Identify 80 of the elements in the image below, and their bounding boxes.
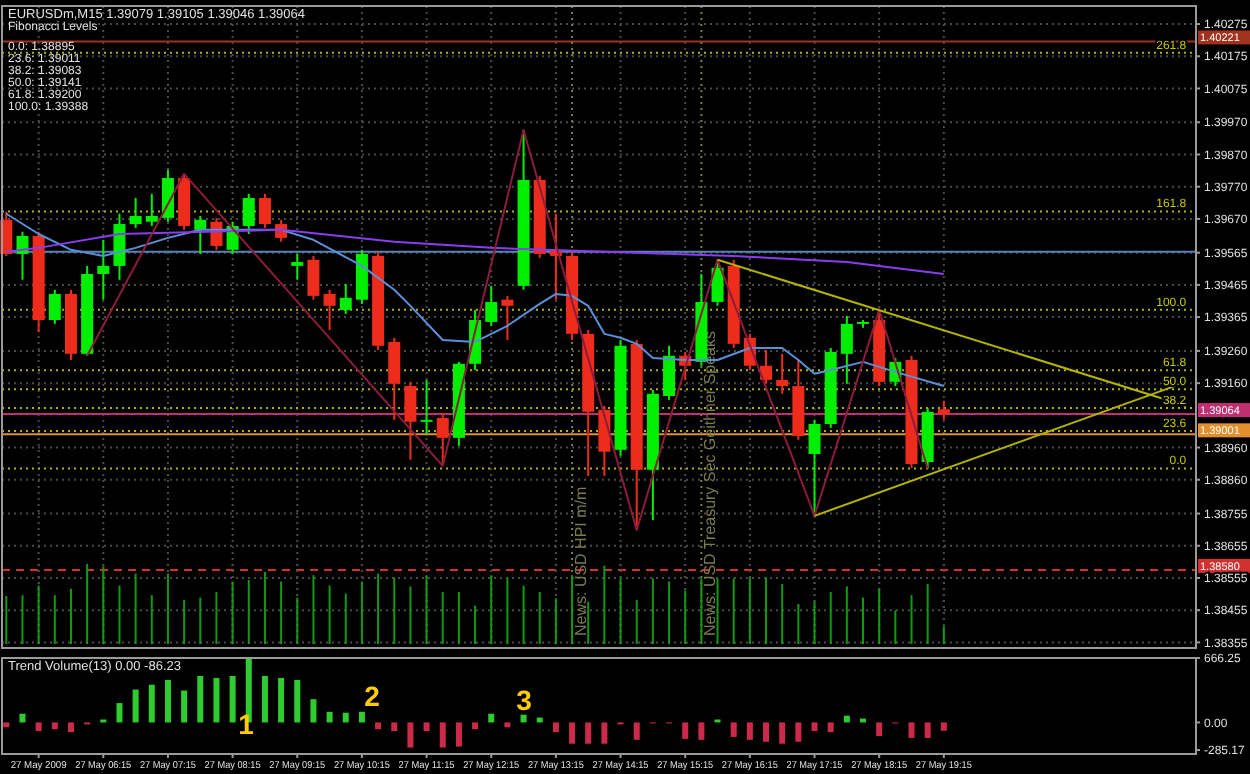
bar (132, 689, 139, 723)
candlestick (840, 314, 853, 385)
bar (455, 722, 462, 747)
candlestick (194, 214, 207, 255)
bar (472, 722, 479, 730)
bar (3, 722, 10, 728)
candlestick (598, 405, 611, 477)
bar (229, 676, 236, 723)
bar (585, 722, 592, 744)
bar (698, 722, 705, 740)
candlestick (388, 336, 401, 421)
bar (19, 713, 26, 723)
candlestick (808, 418, 821, 517)
bar (439, 722, 446, 748)
bar (181, 690, 188, 723)
candlestick (145, 192, 158, 227)
bar (375, 722, 382, 730)
bar (730, 722, 737, 737)
bar (552, 722, 559, 733)
annotation: 2 (364, 679, 381, 712)
bar (261, 676, 268, 723)
candlestick (355, 248, 368, 305)
candlestick (776, 352, 789, 395)
bar (876, 722, 883, 736)
candlestick (258, 192, 271, 229)
bar (682, 722, 689, 739)
bar (795, 722, 802, 742)
bar (940, 722, 947, 731)
candlestick (339, 282, 352, 315)
bar (213, 677, 220, 723)
bar (601, 722, 608, 744)
candlestick (323, 288, 336, 331)
bar (148, 684, 155, 723)
bar (326, 711, 333, 723)
bar (35, 722, 42, 732)
candlestick (129, 196, 142, 229)
ref-line-label: News: USD HPI m/m (572, 485, 591, 636)
candlestick (436, 412, 449, 467)
bar (924, 722, 931, 738)
candlestick (113, 212, 126, 281)
annotation: 3 (516, 683, 533, 716)
bar (520, 714, 527, 723)
bar (51, 722, 58, 730)
bar (116, 703, 123, 723)
bar (342, 712, 349, 723)
candlestick (242, 192, 255, 236)
bar (278, 677, 285, 723)
bar (763, 722, 770, 742)
candlestick (307, 254, 320, 301)
bar (827, 722, 834, 733)
bar (358, 711, 365, 723)
bar (746, 722, 753, 740)
candlestick (937, 399, 950, 421)
candlestick (404, 380, 417, 461)
bar (811, 722, 818, 732)
bar (407, 722, 414, 748)
bar (423, 722, 430, 732)
bar (391, 722, 398, 732)
candlestick (97, 238, 110, 301)
bar (633, 722, 640, 740)
candlestick (501, 294, 514, 341)
bar (310, 699, 317, 723)
candlestick (711, 258, 724, 307)
candlestick (420, 378, 433, 436)
candlestick (485, 284, 498, 327)
annotation: 1 (238, 707, 255, 740)
candlestick (291, 252, 304, 281)
candlestick (178, 172, 191, 231)
bar (504, 722, 511, 728)
line-series (5, 212, 945, 388)
bar (164, 679, 171, 723)
bar (779, 722, 786, 744)
bar (67, 722, 74, 733)
bar (569, 722, 576, 744)
bar (197, 676, 204, 723)
candlestick (663, 344, 676, 401)
bar (908, 722, 915, 738)
bar (294, 679, 301, 723)
candlestick (48, 288, 61, 325)
bar (488, 713, 495, 723)
